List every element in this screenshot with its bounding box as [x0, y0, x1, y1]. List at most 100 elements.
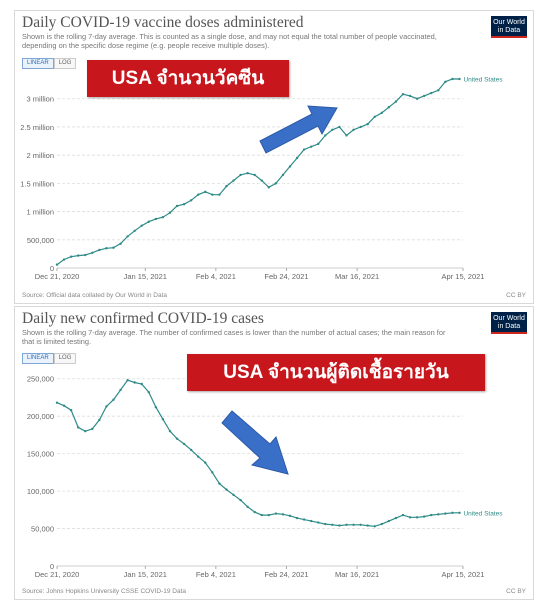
data-point [401, 513, 405, 517]
data-point [317, 142, 320, 146]
data-point [76, 426, 80, 429]
data-point [274, 182, 278, 185]
data-point [119, 388, 122, 392]
data-point [451, 511, 454, 515]
data-point [302, 518, 306, 521]
data-point [189, 448, 193, 452]
data-point [394, 100, 398, 103]
vaccine-chart-panel: Daily COVID-19 vaccine doses administere… [14, 10, 534, 304]
y-tick-label: 200,000 [27, 412, 54, 421]
data-point [430, 91, 433, 95]
data-point [197, 455, 200, 458]
data-point [211, 193, 214, 196]
data-point [204, 190, 207, 194]
data-point [387, 519, 391, 523]
data-point [281, 513, 285, 516]
logo-line-1: Our World [493, 19, 525, 26]
y-tick-label: 1.5 million [20, 179, 54, 188]
data-point [69, 409, 73, 412]
x-tick-label: Jan 15, 2021 [124, 272, 167, 281]
data-point [295, 516, 299, 520]
data-point [62, 258, 66, 261]
data-point [253, 173, 256, 177]
y-tick-label: 1 million [26, 208, 54, 217]
data-point [422, 94, 426, 98]
data-point [394, 516, 398, 520]
x-tick-label: Feb 24, 2021 [264, 570, 308, 579]
series-line [56, 379, 460, 527]
data-point [338, 524, 341, 527]
data-point [133, 381, 136, 384]
data-point [55, 263, 59, 266]
x-tick-label: Feb 4, 2021 [196, 272, 236, 281]
data-point [91, 427, 94, 431]
data-point [98, 418, 101, 422]
data-point [345, 134, 348, 137]
data-point [352, 523, 355, 527]
data-point [112, 246, 115, 249]
chart-title: Daily COVID-19 vaccine doses administere… [22, 14, 304, 31]
vaccine-banner: USA จำนวนวัคซีน [87, 60, 289, 97]
x-tick-label: Apr 15, 2021 [442, 272, 485, 281]
data-point [84, 253, 87, 257]
data-point [401, 93, 405, 96]
owid-logo[interactable]: Our World in Data [491, 312, 527, 334]
data-point [331, 128, 334, 131]
data-point [408, 94, 412, 98]
y-tick-label: 100,000 [27, 487, 54, 496]
y-tick-label: 3 million [26, 95, 54, 104]
data-point [352, 128, 355, 131]
data-point [126, 235, 129, 238]
data-point [309, 519, 313, 523]
data-point [239, 498, 242, 502]
data-point [437, 89, 440, 92]
chart-source: Source: Johns Hopkins University CSSE CO… [22, 588, 187, 595]
y-tick-label: 500,000 [27, 236, 54, 245]
scale-toggle: LINEAR LOG [22, 58, 77, 69]
data-point [112, 398, 115, 401]
data-point [76, 254, 80, 257]
data-point [225, 184, 228, 188]
data-point [373, 525, 376, 528]
linear-scale-button[interactable]: LINEAR [22, 353, 54, 364]
data-point [140, 224, 143, 227]
data-point [260, 513, 263, 517]
data-point [232, 179, 235, 182]
data-point [380, 111, 383, 115]
data-point [444, 80, 447, 84]
x-tick-label: Dec 21, 2020 [35, 272, 80, 281]
data-point [317, 521, 320, 524]
data-point [211, 471, 214, 474]
log-scale-button[interactable]: LOG [53, 58, 77, 69]
data-point [105, 247, 108, 250]
chart-subtitle: Shown is the rolling 7-day average. The … [22, 328, 446, 347]
chart-license[interactable]: CC BY [506, 588, 526, 595]
data-point [204, 461, 207, 464]
data-point [84, 429, 87, 433]
data-point [218, 482, 221, 485]
data-point [324, 134, 327, 137]
data-point [168, 211, 172, 214]
data-point [197, 193, 200, 196]
data-point [288, 165, 292, 168]
y-tick-label: 50,000 [31, 525, 54, 534]
logo-line-1: Our World [493, 315, 525, 322]
data-point [309, 145, 313, 148]
data-point [161, 417, 165, 421]
data-point [105, 405, 108, 408]
chart-license[interactable]: CC BY [506, 292, 526, 299]
data-point [147, 220, 150, 223]
data-point [281, 173, 285, 177]
data-point [359, 125, 362, 129]
data-point [232, 493, 235, 497]
data-point [218, 193, 221, 196]
y-tick-label: 2.5 million [20, 123, 54, 132]
owid-logo[interactable]: Our World in Data [491, 16, 527, 38]
x-tick-label: Mar 16, 2021 [335, 570, 379, 579]
linear-scale-button[interactable]: LINEAR [22, 58, 54, 69]
log-scale-button[interactable]: LOG [53, 353, 77, 364]
data-point [302, 148, 306, 151]
data-point [140, 382, 143, 386]
vaccine-line-chart: 0 500,000 1 million 1.5 million 2 million 2.5… [20, 77, 503, 282]
data-point [253, 510, 256, 514]
